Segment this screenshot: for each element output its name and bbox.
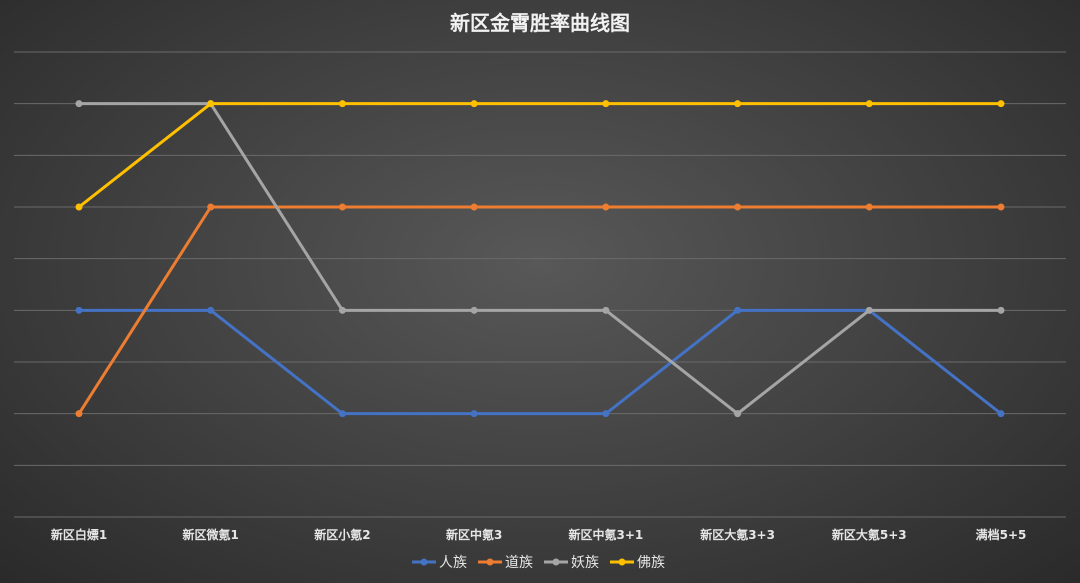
series-line — [77, 102, 1003, 209]
legend-marker — [552, 558, 560, 566]
data-point — [207, 203, 215, 211]
series-line — [77, 102, 1003, 416]
data-point — [997, 100, 1005, 108]
gridlines — [14, 51, 1066, 518]
legend-marker — [486, 558, 494, 566]
data-point — [75, 100, 83, 108]
legend-label: 佛族 — [637, 555, 665, 571]
data-point — [997, 306, 1005, 314]
x-tick-label: 新区中氪3 — [446, 527, 502, 542]
x-tick-label: 新区大氪3+3 — [700, 527, 775, 542]
x-tick-label: 新区中氪3+1 — [568, 527, 643, 542]
legend-marker — [618, 558, 626, 566]
legend-marker — [420, 558, 428, 566]
data-point — [865, 306, 873, 314]
data-point — [602, 100, 610, 108]
data-point — [997, 410, 1005, 418]
data-point — [75, 306, 83, 314]
data-point — [602, 410, 610, 418]
x-tick-label: 新区白嫖1 — [51, 527, 107, 542]
series — [75, 306, 1005, 418]
data-point — [470, 203, 478, 211]
data-point — [734, 100, 742, 108]
x-tick-label: 新区小氪2 — [314, 527, 370, 542]
data-point — [75, 203, 83, 211]
legend-item: 佛族 — [610, 555, 665, 571]
legend-item: 道族 — [478, 555, 533, 571]
data-point — [207, 306, 215, 314]
data-point — [338, 203, 346, 211]
legend-label: 人族 — [439, 555, 467, 571]
chart-title: 新区金霄胜率曲线图 — [450, 11, 630, 35]
series — [75, 203, 1005, 418]
legend: 人族 道族 妖族 佛族 — [412, 555, 665, 571]
data-point — [602, 306, 610, 314]
x-tick-label: 新区大氪5+3 — [832, 527, 907, 542]
data-point — [75, 410, 83, 418]
data-point — [207, 100, 215, 108]
series — [75, 100, 1005, 418]
data-point — [470, 410, 478, 418]
data-point — [338, 410, 346, 418]
series-line — [77, 205, 1003, 416]
series — [75, 100, 1005, 211]
legend-item: 妖族 — [544, 555, 599, 571]
data-point — [734, 410, 742, 418]
data-point — [470, 306, 478, 314]
data-point — [734, 306, 742, 314]
x-tick-label: 满档5+5 — [976, 527, 1027, 542]
data-point — [997, 203, 1005, 211]
data-point — [865, 203, 873, 211]
legend-label: 道族 — [505, 555, 533, 571]
data-point — [338, 306, 346, 314]
data-point — [470, 100, 478, 108]
x-axis-tick-labels: 新区白嫖1 新区微氪1 新区小氪2 新区中氪3 新区中氪3+1 新区大氪3+3 新区大氪5+… — [51, 527, 1027, 542]
data-point — [602, 203, 610, 211]
data-point — [734, 203, 742, 211]
series-line — [77, 308, 1003, 416]
data-point — [338, 100, 346, 108]
data-point — [865, 100, 873, 108]
legend-item: 人族 — [412, 555, 467, 571]
series-lines — [75, 100, 1005, 418]
x-tick-label: 新区微氪1 — [183, 527, 239, 542]
legend-label: 妖族 — [571, 555, 599, 571]
